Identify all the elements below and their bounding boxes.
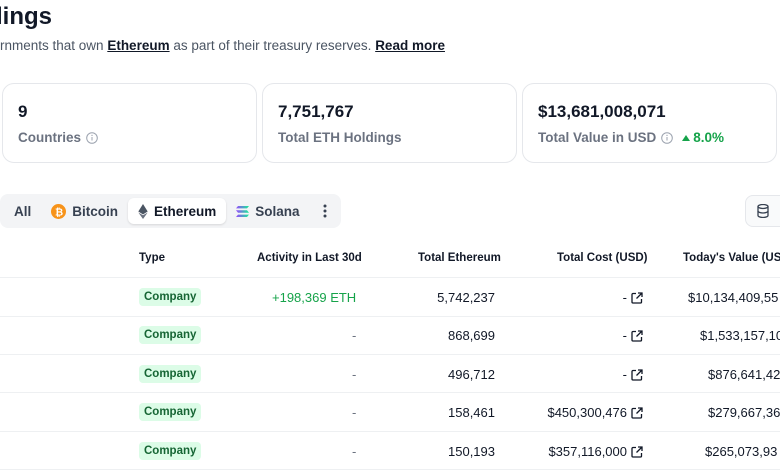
total-cost-text: - bbox=[622, 290, 627, 305]
todays-value-cell: $10,134,409,55 bbox=[688, 290, 779, 305]
total-value-card: $13,681,008,071 Total Value in USD 8.0% bbox=[522, 83, 777, 163]
total-value-label-text: Total Value in USD bbox=[538, 130, 657, 145]
total-cost-text: - bbox=[622, 367, 627, 382]
eth-holdings-value: 7,751,767 bbox=[278, 102, 354, 121]
page-subtitle: rnments that own Ethereum as part of the… bbox=[0, 38, 445, 53]
total-cost-cell: - bbox=[623, 328, 643, 343]
more-options-button[interactable] bbox=[314, 198, 336, 224]
external-link-icon[interactable] bbox=[631, 368, 643, 381]
table-divider bbox=[0, 316, 780, 317]
total-value-label: Total Value in USD 8.0% bbox=[538, 130, 724, 145]
info-icon[interactable] bbox=[86, 131, 98, 144]
asset-tabs: All ₿ Bitcoin Ethereum Solana bbox=[0, 194, 341, 228]
eth-holdings-card: 7,751,767 Total ETH Holdings bbox=[262, 83, 517, 163]
solana-icon bbox=[236, 205, 250, 217]
column-type[interactable]: Type bbox=[139, 252, 165, 264]
ethereum-icon bbox=[138, 203, 148, 219]
todays-value-cell: $1,533,157,10 bbox=[700, 328, 780, 343]
tab-bitcoin-label: Bitcoin bbox=[72, 203, 119, 219]
column-total-ethereum[interactable]: Total Ethereum bbox=[418, 252, 501, 264]
total-ethereum-cell: 5,742,237 bbox=[437, 290, 495, 305]
activity-cell: - bbox=[352, 405, 357, 420]
tab-solana-label: Solana bbox=[255, 203, 300, 219]
total-cost-text: $450,300,476 bbox=[547, 405, 627, 420]
type-badge: Company bbox=[139, 326, 202, 344]
tab-ethereum[interactable]: Ethereum bbox=[128, 198, 227, 224]
total-cost-text: - bbox=[622, 328, 627, 343]
info-icon[interactable] bbox=[661, 131, 674, 144]
tab-ethereum-label: Ethereum bbox=[154, 203, 217, 219]
total-value-value: $13,681,008,071 bbox=[538, 102, 666, 121]
countries-label-text: Countries bbox=[18, 130, 82, 145]
column-activity[interactable]: Activity in Last 30d bbox=[257, 252, 362, 264]
vertical-dots-icon bbox=[323, 204, 327, 218]
total-cost-text: $357,116,000 bbox=[548, 444, 627, 459]
type-badge: Company bbox=[139, 442, 202, 460]
eth-holdings-label: Total ETH Holdings bbox=[278, 130, 402, 145]
tab-bitcoin[interactable]: ₿ Bitcoin bbox=[41, 198, 128, 224]
tab-all-label: All bbox=[14, 203, 32, 219]
subtitle-text-middle: as part of their treasury reserves. bbox=[169, 38, 376, 53]
todays-value-cell: $876,641,42 bbox=[708, 367, 780, 382]
value-change-text: 8.0% bbox=[693, 130, 725, 145]
total-cost-cell: $357,116,000 bbox=[548, 444, 643, 459]
triangle-up-icon bbox=[682, 134, 691, 141]
activity-cell: - bbox=[352, 328, 357, 343]
tab-solana[interactable]: Solana bbox=[226, 198, 309, 224]
external-link-icon[interactable] bbox=[631, 291, 643, 304]
database-button[interactable] bbox=[745, 195, 780, 227]
tab-all[interactable]: All bbox=[4, 198, 41, 224]
todays-value-cell: $265,073,93 bbox=[705, 444, 778, 459]
ethereum-link[interactable]: Ethereum bbox=[107, 38, 170, 53]
todays-value-cell: $279,667,36 bbox=[708, 405, 780, 420]
total-ethereum-cell: 158,461 bbox=[448, 405, 495, 420]
type-badge: Company bbox=[139, 288, 202, 306]
total-cost-cell: - bbox=[623, 290, 643, 305]
column-todays-value[interactable]: Today's Value (USD bbox=[683, 252, 780, 264]
table-divider bbox=[0, 392, 780, 393]
external-link-icon[interactable] bbox=[631, 445, 643, 458]
table-divider bbox=[0, 431, 780, 432]
column-total-cost[interactable]: Total Cost (USD) bbox=[557, 252, 648, 264]
table-divider bbox=[0, 277, 780, 278]
total-ethereum-cell: 868,699 bbox=[448, 328, 495, 343]
activity-cell: +198,369 ETH bbox=[272, 290, 357, 305]
countries-label: Countries bbox=[18, 130, 98, 145]
table-divider bbox=[0, 354, 780, 355]
value-change: 8.0% bbox=[682, 130, 724, 145]
bitcoin-icon: ₿ bbox=[51, 203, 67, 219]
external-link-icon[interactable] bbox=[631, 329, 643, 342]
external-link-icon[interactable] bbox=[631, 406, 643, 419]
countries-card: 9 Countries bbox=[2, 83, 257, 163]
read-more-link[interactable]: Read more bbox=[375, 38, 445, 53]
type-badge: Company bbox=[139, 403, 202, 421]
database-icon bbox=[757, 204, 769, 218]
countries-value: 9 bbox=[18, 102, 28, 121]
total-cost-cell: $450,300,476 bbox=[547, 405, 643, 420]
total-cost-cell: - bbox=[623, 367, 643, 382]
total-ethereum-cell: 496,712 bbox=[448, 367, 495, 382]
svg-text:₿: ₿ bbox=[55, 206, 63, 217]
type-badge: Company bbox=[139, 365, 202, 383]
subtitle-text: rnments that own bbox=[0, 38, 108, 53]
activity-cell: - bbox=[352, 367, 357, 382]
activity-cell: - bbox=[352, 444, 357, 459]
page-title: lings bbox=[0, 3, 53, 30]
total-ethereum-cell: 150,193 bbox=[448, 444, 495, 459]
